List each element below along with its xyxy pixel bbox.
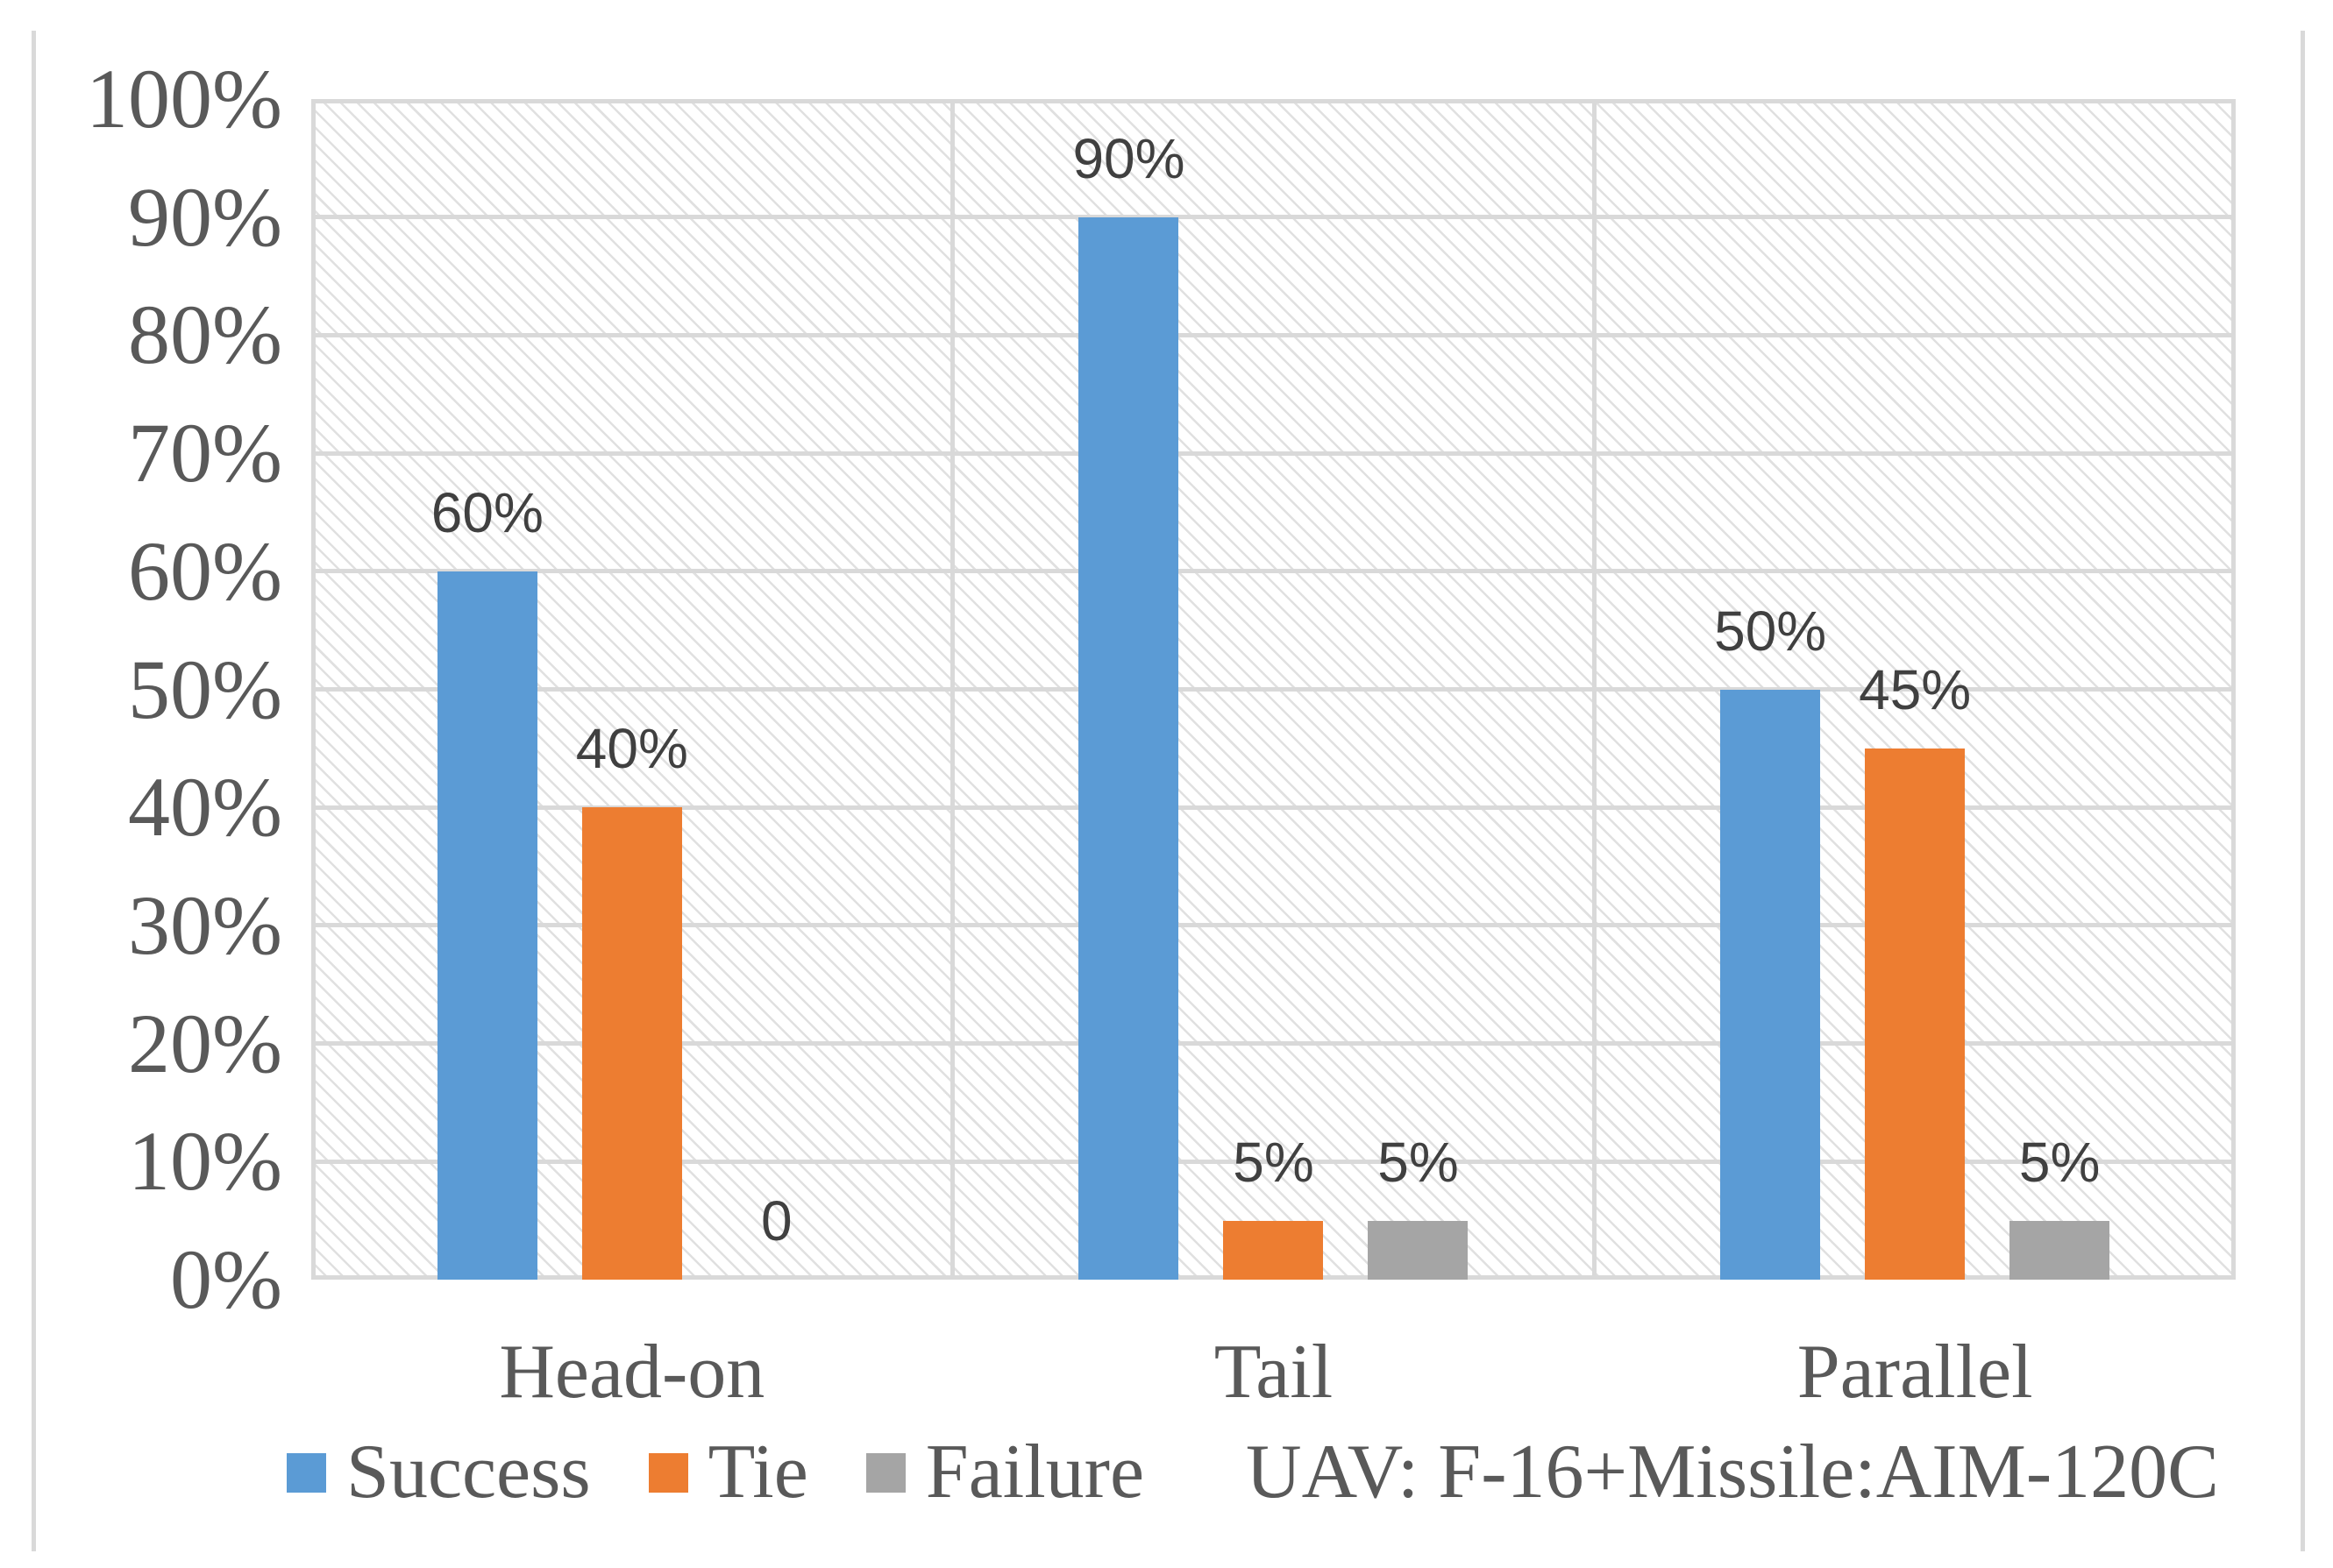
horizontal-gridline	[311, 805, 2236, 810]
horizontal-gridline	[311, 1159, 2236, 1164]
data-label: 5%	[1377, 1130, 1459, 1194]
bar-fill	[1368, 1220, 1469, 1280]
plot-area: 60% 40% 0 90% 5% 5% 50% 45% 5%	[311, 99, 2236, 1280]
bar-success-parallel: 50%	[1714, 603, 1826, 1280]
vertical-section-divider	[950, 99, 956, 1280]
horizontal-gridline	[311, 687, 2236, 692]
y-axis-tick-label: 50%	[128, 642, 282, 736]
data-label: 0	[761, 1189, 793, 1252]
plot-border-vertical	[311, 99, 316, 1280]
y-axis: 0% 10% 20% 30% 40% 50% 60% 70% 80% 90% 100%	[0, 57, 282, 1322]
chart-legend: Success Tie Failure UAV: F-16+Missile:AIM-1…	[287, 1429, 2219, 1516]
figure-border-left	[32, 31, 36, 1551]
legend-swatch-failure	[865, 1452, 906, 1493]
bar-fill	[1223, 1220, 1324, 1280]
horizontal-gridline	[311, 923, 2236, 928]
data-label: 90%	[1072, 126, 1185, 190]
bar-success-head-on: 60%	[431, 485, 544, 1280]
x-axis-label-tail: Tail	[1213, 1330, 1334, 1415]
y-axis-tick-label: 100%	[86, 52, 282, 145]
bar-failure-tail: 5%	[1368, 1134, 1469, 1280]
legend-item-tie: Tie	[648, 1430, 808, 1515]
bar-fill	[437, 571, 537, 1280]
legend-label: Failure	[925, 1430, 1145, 1515]
horizontal-gridline	[311, 1041, 2236, 1047]
data-label: 5%	[1233, 1130, 1314, 1194]
y-axis-tick-label: 70%	[128, 406, 282, 500]
y-axis-tick-label: 40%	[128, 760, 282, 855]
legend-swatch-success	[287, 1452, 326, 1493]
category-group-head-on: 60% 40% 0	[311, 99, 953, 1280]
horizontal-gridline	[311, 215, 2236, 220]
category-group-parallel: 50% 45% 5%	[1594, 99, 2236, 1280]
bar-failure-parallel: 5%	[2009, 1134, 2110, 1280]
x-axis-label-head-on: Head-on	[499, 1330, 765, 1415]
vertical-section-divider	[1591, 99, 1597, 1280]
bar-fill	[1078, 216, 1179, 1280]
bar-fill	[1865, 748, 1966, 1280]
bar-fill	[2009, 1220, 2110, 1280]
x-axis-label-parallel: Parallel	[1796, 1330, 2033, 1415]
y-axis-tick-label: 60%	[128, 523, 282, 618]
data-label: 40%	[575, 717, 688, 781]
y-axis-tick-label: 0%	[170, 1232, 282, 1326]
bar-fill	[581, 807, 682, 1280]
legend-label: Success	[346, 1430, 591, 1515]
bar-tie-tail: 5%	[1223, 1134, 1324, 1280]
data-label: 60%	[430, 480, 544, 544]
horizontal-gridline	[311, 332, 2236, 337]
category-group-tail: 90% 5% 5%	[953, 99, 1595, 1280]
data-label: 50%	[1714, 599, 1827, 663]
data-label: 5%	[2018, 1130, 2101, 1194]
bar-tie-parallel: 45%	[1859, 662, 1971, 1280]
x-axis-category-labels: Head-on Tail Parallel	[311, 1330, 2236, 1427]
legend-swatch-tie	[648, 1452, 688, 1493]
horizontal-gridline	[311, 99, 2236, 103]
plot-border-vertical	[2231, 99, 2236, 1280]
data-label: 45%	[1859, 657, 1972, 721]
figure-border-right	[2301, 31, 2305, 1551]
y-axis-tick-label: 30%	[128, 877, 282, 972]
legend-label: Tie	[708, 1430, 808, 1515]
horizontal-gridline	[311, 569, 2236, 574]
legend-item-success: Success	[287, 1434, 591, 1511]
legend-item-failure: Failure	[865, 1430, 1145, 1515]
y-axis-tick-label: 20%	[128, 996, 282, 1090]
bar-success-tail: 90%	[1072, 131, 1185, 1280]
y-axis-tick-label: 80%	[128, 287, 282, 382]
chart-annotation: UAV: F-16+Missile:AIM-120C	[1246, 1430, 2219, 1515]
bar-tie-head-on: 40%	[576, 720, 688, 1280]
horizontal-gridline	[311, 451, 2236, 456]
y-axis-tick-label: 10%	[128, 1114, 282, 1209]
bar-fill	[1720, 689, 1821, 1280]
y-axis-tick-label: 90%	[128, 169, 282, 264]
